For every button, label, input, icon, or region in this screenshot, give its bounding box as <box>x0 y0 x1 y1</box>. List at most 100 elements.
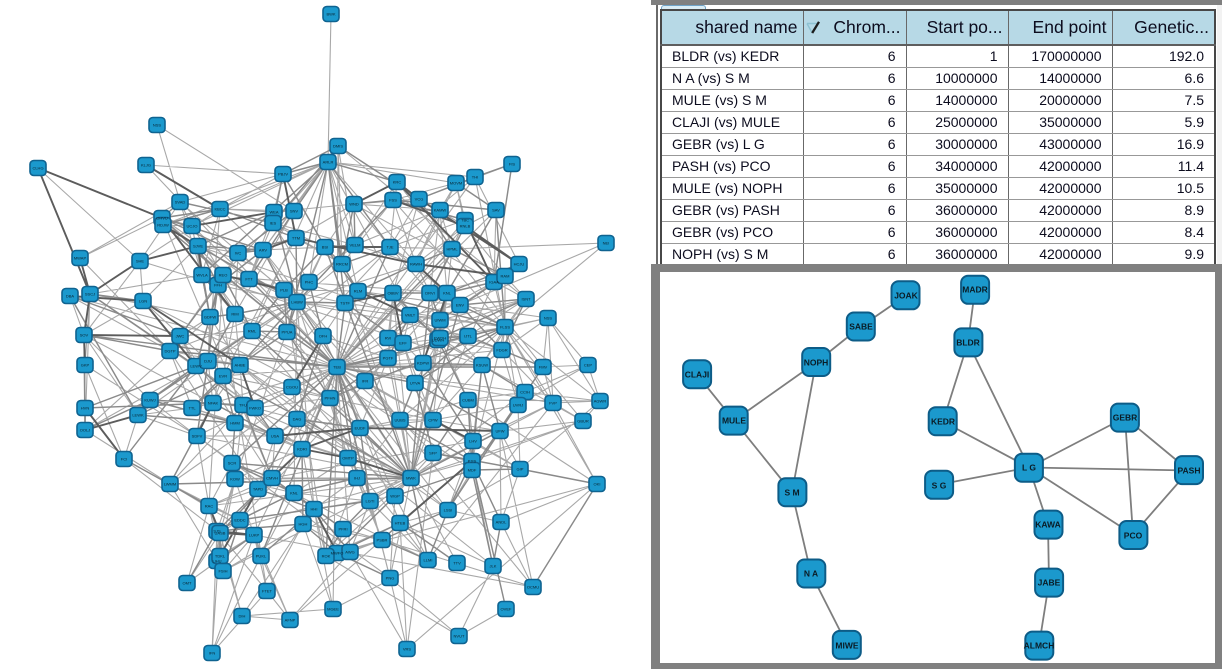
svg-text:PPUA: PPUA <box>282 330 293 335</box>
svg-text:SFP: SFP <box>429 451 437 456</box>
svg-text:MWAP: MWAP <box>74 256 87 261</box>
svg-text:PSBR: PSBR <box>377 538 388 543</box>
svg-text:N A: N A <box>804 568 818 578</box>
svg-text:FTT: FTT <box>245 277 253 282</box>
svg-text:EUDF: EUDF <box>355 426 366 431</box>
svg-text:ARLR: ARLR <box>323 160 334 165</box>
svg-text:KDRI: KDRI <box>297 447 307 452</box>
svg-text:TEB: TEB <box>333 365 341 370</box>
svg-text:LHV: LHV <box>469 439 477 444</box>
svg-text:DAG: DAG <box>293 417 302 422</box>
svg-text:MWK: MWK <box>406 476 416 481</box>
svg-text:NEI: NEI <box>603 241 610 246</box>
svg-text:KDPW: KDPW <box>417 361 429 366</box>
svg-text:ANDL: ANDL <box>496 520 507 525</box>
svg-text:UIWM: UIWM <box>434 318 445 323</box>
svg-text:ENV: ENV <box>456 303 465 308</box>
svg-text:MWFO: MWFO <box>331 551 344 556</box>
svg-text:TAPD: TAPD <box>253 487 263 492</box>
svg-text:DGTP: DGTP <box>164 349 175 354</box>
svg-text:KBCC: KBCC <box>214 207 225 212</box>
svg-text:AFNP: AFNP <box>285 618 296 623</box>
svg-text:SOV: SOV <box>80 333 89 338</box>
svg-text:AHBE: AHBE <box>235 363 246 368</box>
svg-text:PFHN: PFHN <box>325 396 336 401</box>
svg-text:NVUT: NVUT <box>454 634 465 639</box>
svg-text:FMV: FMV <box>539 365 548 370</box>
svg-text:L G: L G <box>1022 462 1036 472</box>
svg-text:TDKL: TDKL <box>215 554 226 559</box>
svg-text:NSS: NSS <box>153 123 162 128</box>
svg-text:RRCM: RRCM <box>336 262 348 267</box>
svg-text:RAWH: RAWH <box>410 262 422 267</box>
svg-text:PGTF: PGTF <box>383 356 394 361</box>
svg-text:PASH: PASH <box>1178 465 1201 475</box>
svg-text:EFF: EFF <box>399 341 407 346</box>
svg-text:LHBW: LHBW <box>291 300 303 305</box>
svg-text:RIM: RIM <box>231 312 238 317</box>
svg-text:SNV: SNV <box>290 209 299 214</box>
svg-text:REO: REO <box>219 273 228 278</box>
svg-text:MADR: MADR <box>962 284 988 294</box>
svg-text:OBBV: OBBV <box>387 291 398 296</box>
svg-text:HCJU: HCJU <box>514 262 525 267</box>
svg-text:WVLA: WVLA <box>196 273 208 278</box>
svg-text:JOAK: JOAK <box>894 290 918 300</box>
svg-text:NFAK: NFAK <box>208 401 219 406</box>
svg-text:IGAA: IGAA <box>489 280 499 285</box>
svg-text:IFN: IFN <box>209 651 216 656</box>
svg-text:THI: THI <box>472 175 478 180</box>
svg-text:BLDR: BLDR <box>956 337 980 347</box>
svg-text:IJTL: IJTL <box>464 334 473 339</box>
svg-text:KOW: KOW <box>230 477 240 482</box>
svg-text:TSTF: TSTF <box>340 301 351 306</box>
svg-text:LLMI: LLMI <box>424 558 433 563</box>
svg-text:KLJG: KLJG <box>141 163 151 168</box>
svg-text:FVP: FVP <box>549 401 557 406</box>
svg-text:RML: RML <box>248 329 257 334</box>
svg-text:LSSI: LSSI <box>444 508 453 513</box>
svg-text:CPW: CPW <box>428 418 438 423</box>
svg-text:ALMCH: ALMCH <box>1024 640 1055 650</box>
svg-text:UUBS: UUBS <box>394 418 405 423</box>
svg-text:JWC: JWC <box>176 334 185 339</box>
svg-text:RLM: RLM <box>354 289 362 294</box>
svg-text:PCO: PCO <box>1124 530 1143 540</box>
svg-text:CUBM: CUBM <box>462 398 474 403</box>
svg-text:EVR: EVR <box>219 374 227 379</box>
svg-text:TTV: TTV <box>453 561 461 566</box>
svg-text:OHVU: OHVU <box>156 216 168 221</box>
svg-text:DBA: DBA <box>66 294 75 299</box>
svg-text:OOLJ: OOLJ <box>80 428 90 433</box>
svg-text:ROK: ROK <box>322 554 331 559</box>
svg-text:GDFW: GDFW <box>204 315 216 320</box>
svg-text:S M: S M <box>784 487 799 497</box>
svg-text:KSUW: KSUW <box>476 363 488 368</box>
svg-text:SCR: SCR <box>228 461 237 466</box>
svg-text:EWDH: EWDH <box>434 336 446 341</box>
svg-text:FWKO: FWKO <box>249 406 261 411</box>
svg-text:TFU: TFU <box>239 403 247 408</box>
svg-text:UASB: UASB <box>215 531 226 536</box>
svg-text:LWMM: LWMM <box>164 482 176 487</box>
svg-text:PNG: PNG <box>386 576 395 581</box>
svg-text:FLSS: FLSS <box>500 325 510 330</box>
svg-text:AWG: AWG <box>345 550 354 555</box>
svg-text:LIHU: LIHU <box>212 559 221 564</box>
svg-text:NSS: NSS <box>544 316 553 321</box>
svg-text:LEWV: LEWV <box>190 364 202 369</box>
svg-text:UTVA: UTVA <box>410 381 421 386</box>
svg-text:TTM: TTM <box>292 236 300 241</box>
svg-text:MOVM: MOVM <box>450 181 462 186</box>
svg-text:IES: IES <box>270 221 277 226</box>
svg-text:SAV: SAV <box>492 208 500 213</box>
svg-text:LUKP: LUKP <box>249 533 260 538</box>
svg-text:PHC: PHC <box>305 280 314 285</box>
svg-text:KAMW: KAMW <box>434 208 447 213</box>
svg-text:MIWE: MIWE <box>835 640 858 650</box>
svg-text:LEWK: LEWK <box>132 413 144 418</box>
svg-text:HTEB: HTEB <box>395 521 406 526</box>
svg-text:VCG: VCG <box>415 197 424 202</box>
svg-text:LGN: LGN <box>139 299 147 304</box>
svg-text:FCI: FCI <box>121 457 127 462</box>
